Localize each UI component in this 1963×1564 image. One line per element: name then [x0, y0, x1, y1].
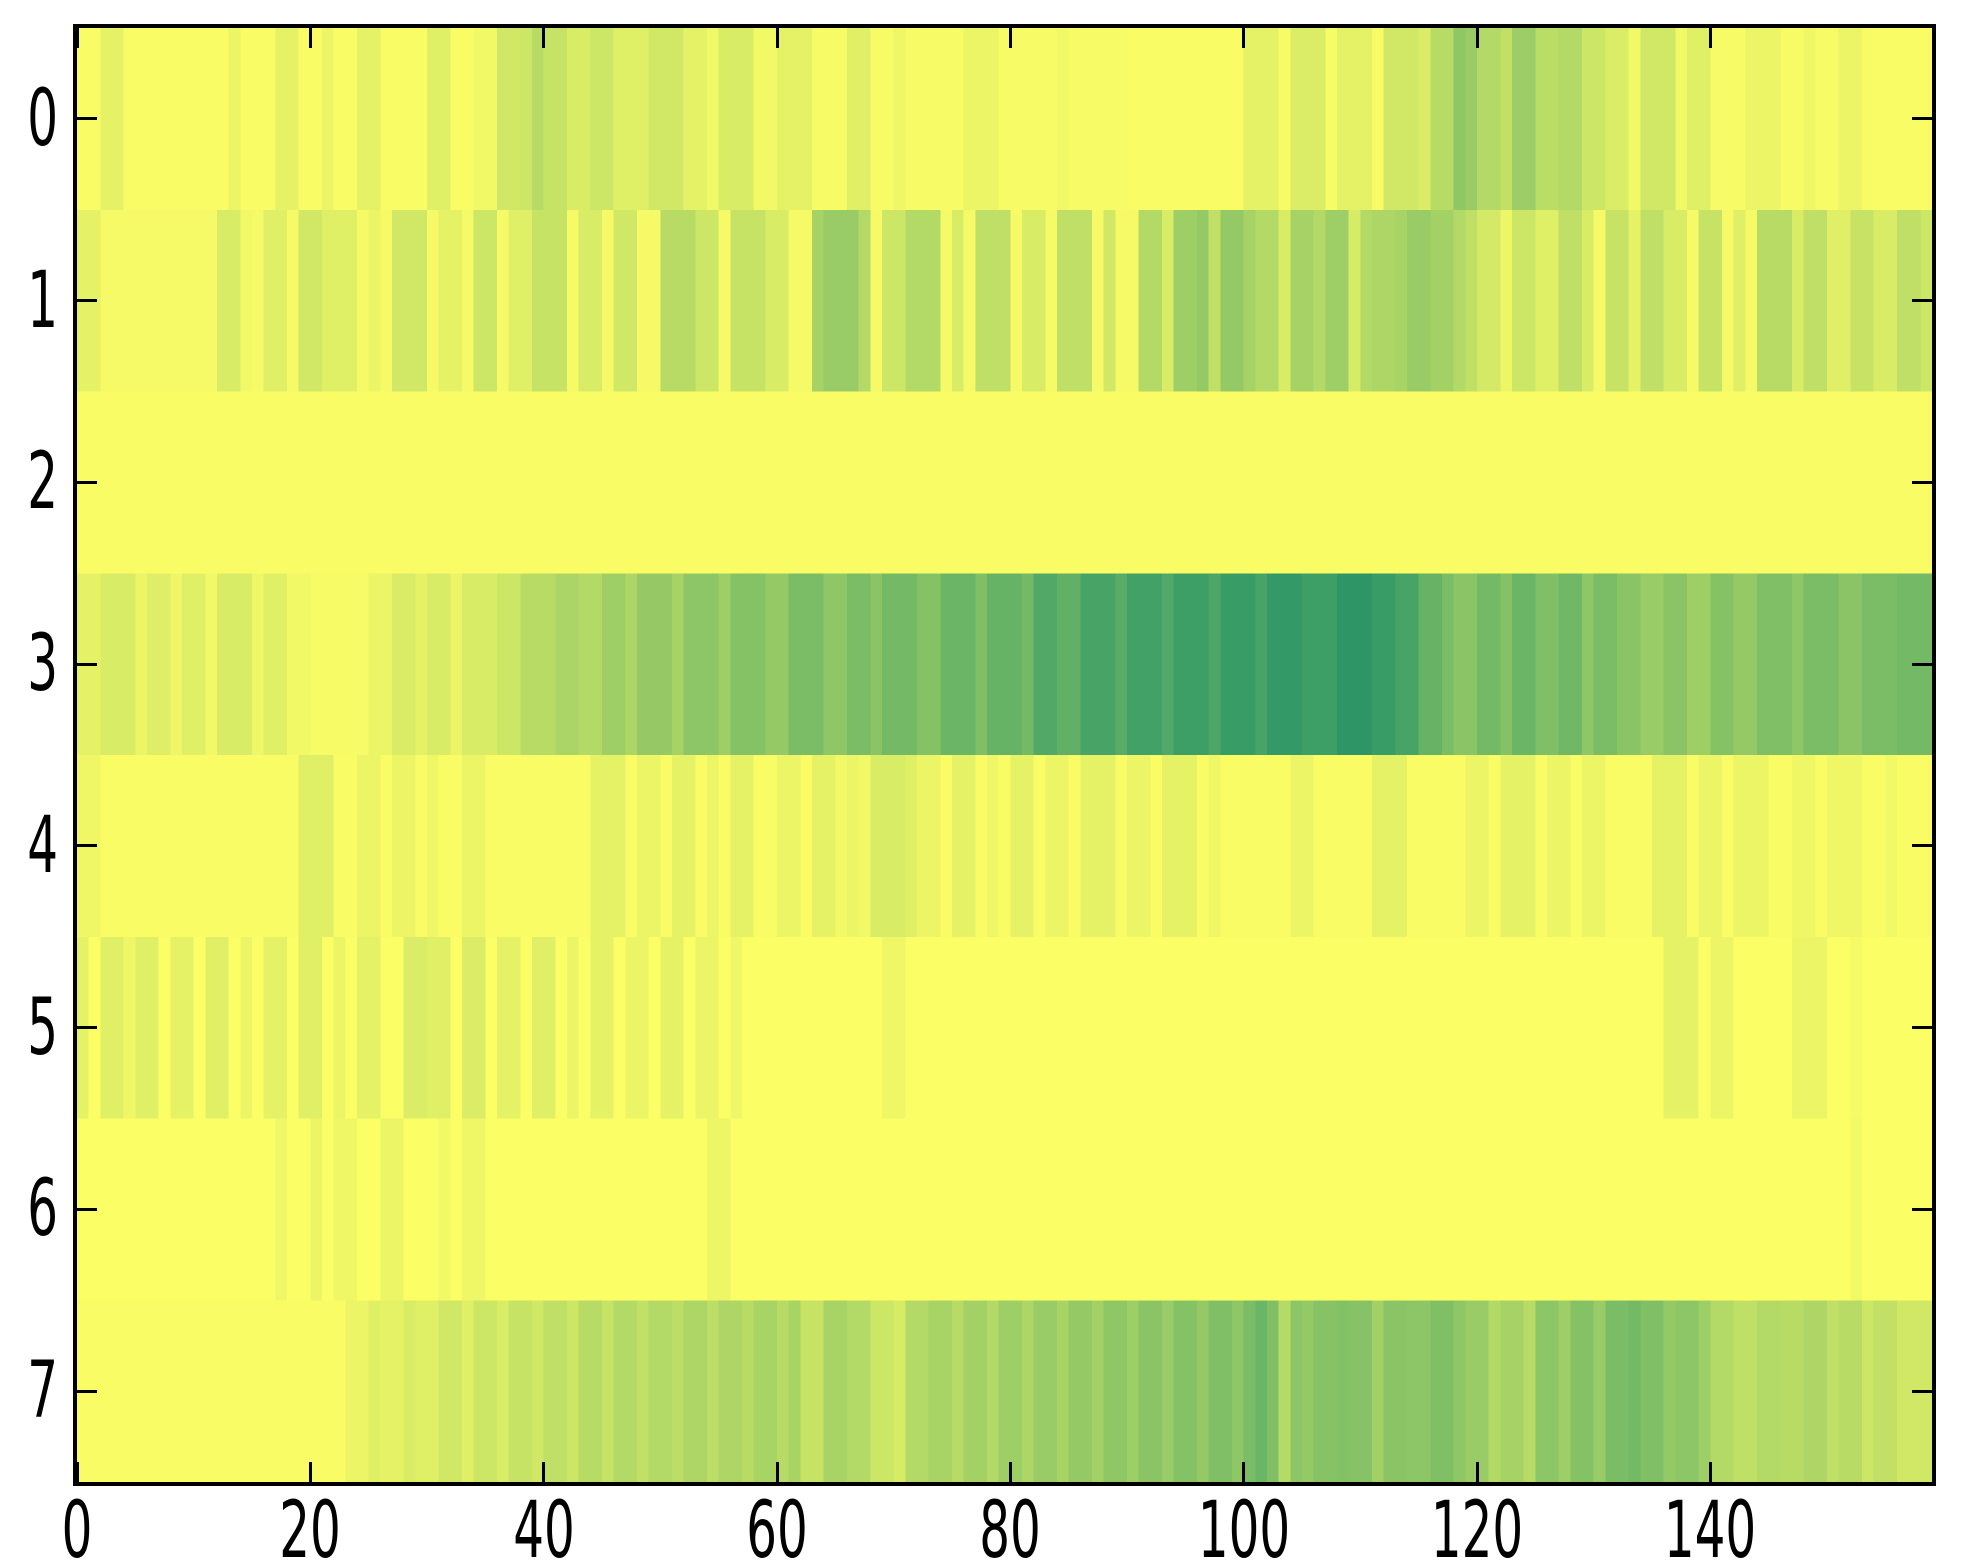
y-tick-mark-left — [77, 480, 97, 484]
y-tick-mark-right — [1912, 662, 1932, 666]
heatmap-canvas — [77, 28, 1932, 1482]
x-tick-label: 140 — [1664, 1486, 1757, 1564]
x-tick-label: 80 — [979, 1486, 1042, 1564]
x-tick-mark-bottom — [1475, 1462, 1479, 1482]
y-tick-mark-right — [1912, 1207, 1932, 1211]
x-tick-mark-bottom — [1008, 1462, 1012, 1482]
x-tick-mark-top — [308, 28, 312, 48]
x-tick-label: 60 — [746, 1486, 808, 1564]
y-tick-label: 1 — [27, 255, 58, 346]
y-tick-label: 0 — [27, 73, 58, 164]
y-tick-mark-left — [77, 662, 97, 666]
x-tick-mark-bottom — [542, 1462, 546, 1482]
y-tick-mark-left — [77, 1207, 97, 1211]
y-tick-mark-left — [77, 844, 97, 848]
x-tick-mark-top — [542, 28, 546, 48]
x-tick-mark-bottom — [75, 1462, 79, 1482]
y-tick-mark-left — [77, 1389, 97, 1393]
x-tick-mark-top — [1708, 28, 1712, 48]
x-tick-mark-top — [75, 28, 79, 48]
y-tick-mark-right — [1912, 117, 1932, 121]
y-tick-label: 3 — [27, 619, 58, 710]
x-tick-label: 120 — [1430, 1486, 1524, 1564]
y-tick-mark-right — [1912, 480, 1932, 484]
y-tick-mark-right — [1912, 1026, 1932, 1030]
x-tick-mark-top — [1242, 28, 1246, 48]
plot-area — [75, 28, 1932, 1482]
x-tick-label: 0 — [61, 1486, 93, 1564]
x-tick-mark-bottom — [775, 1462, 779, 1482]
x-tick-mark-top — [1008, 28, 1012, 48]
y-tick-mark-right — [1912, 1389, 1932, 1393]
x-tick-mark-bottom — [1708, 1462, 1712, 1482]
y-tick-mark-left — [77, 1026, 97, 1030]
y-tick-label: 7 — [27, 1346, 58, 1437]
x-tick-mark-top — [775, 28, 779, 48]
x-tick-label: 100 — [1197, 1486, 1290, 1564]
y-tick-mark-left — [77, 299, 97, 303]
x-tick-mark-bottom — [1242, 1462, 1246, 1482]
y-tick-label: 4 — [27, 800, 58, 891]
y-tick-label: 6 — [27, 1164, 58, 1255]
y-tick-mark-right — [1912, 844, 1932, 848]
y-tick-mark-right — [1912, 299, 1932, 303]
x-tick-mark-bottom — [308, 1462, 312, 1482]
x-tick-label: 40 — [512, 1486, 575, 1564]
y-tick-label: 2 — [27, 437, 58, 528]
x-tick-mark-top — [1475, 28, 1479, 48]
y-tick-mark-left — [77, 117, 97, 121]
x-tick-label: 20 — [279, 1486, 342, 1564]
y-tick-label: 5 — [27, 982, 58, 1073]
